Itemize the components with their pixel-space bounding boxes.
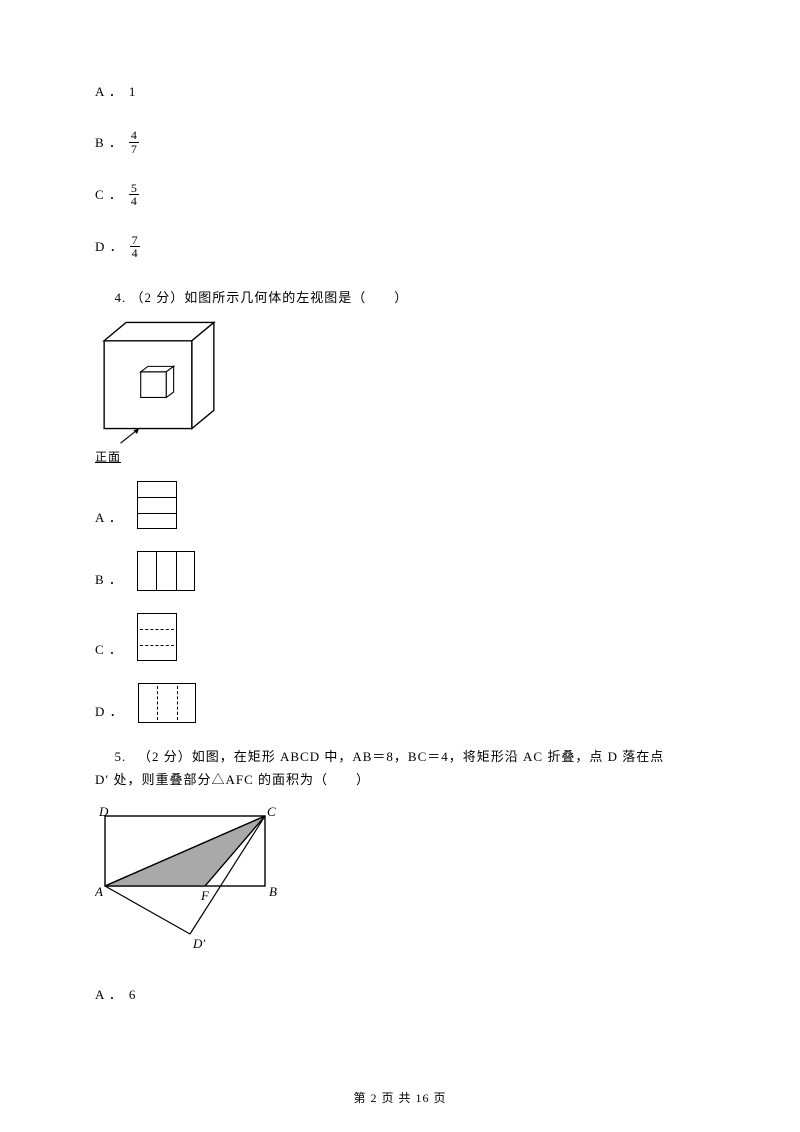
option-label: B ． — [95, 131, 123, 154]
option-label: A ． — [95, 80, 123, 103]
q3-option-C[interactable]: C ． 5 4 — [95, 182, 705, 208]
q3-option-A[interactable]: A ． 1 — [95, 80, 705, 103]
option-label: C ． — [95, 183, 123, 206]
option-label: A ． — [95, 506, 123, 529]
option-value: 1 — [129, 80, 136, 103]
front-label: 正面 — [95, 447, 223, 469]
q5-text-line1: 5. （2 分）如图，在矩形 ABCD 中，AB＝8，BC＝4，将矩形沿 AC … — [95, 745, 705, 768]
shape-b-icon — [137, 551, 195, 591]
q4-option-B[interactable]: B ． — [95, 551, 705, 591]
shape-a-icon — [137, 481, 177, 529]
q4-figure: 正面 — [95, 317, 223, 469]
q5-option-A[interactable]: A ． 6 — [95, 983, 705, 1006]
q5-text-line2: D′ 处，则重叠部分△AFC 的面积为（ ） — [95, 768, 705, 791]
svg-text:D: D — [98, 806, 109, 819]
q4-option-C[interactable]: C ． — [95, 613, 705, 661]
svg-text:C: C — [267, 806, 276, 819]
option-label: D ． — [95, 235, 124, 258]
svg-text:B: B — [269, 884, 277, 899]
option-label: C ． — [95, 638, 123, 661]
q4-option-D[interactable]: D ． — [95, 683, 705, 723]
shape-c-icon — [137, 613, 177, 661]
page-footer: 第 2 页 共 16 页 — [0, 1088, 800, 1110]
q3-option-D[interactable]: D ． 7 4 — [95, 234, 705, 260]
option-value: 6 — [129, 983, 136, 1006]
option-label: B ． — [95, 568, 123, 591]
shape-d-icon — [138, 683, 196, 723]
fraction: 4 7 — [129, 129, 139, 155]
fraction: 5 4 — [129, 182, 139, 208]
q3-option-B[interactable]: B ． 4 7 — [95, 129, 705, 155]
svg-text:A: A — [95, 884, 103, 899]
option-label: A ． — [95, 983, 123, 1006]
q5-figure: D C A B F D′ — [95, 806, 705, 963]
q4-option-A[interactable]: A ． — [95, 481, 705, 529]
option-label: D ． — [95, 700, 124, 723]
svg-text:F: F — [200, 888, 210, 903]
cube-svg — [95, 317, 223, 445]
fraction: 7 4 — [130, 234, 140, 260]
svg-text:D′: D′ — [192, 936, 205, 951]
q4-text: 4. （2 分）如图所示几何体的左视图是（ ） — [95, 286, 705, 309]
